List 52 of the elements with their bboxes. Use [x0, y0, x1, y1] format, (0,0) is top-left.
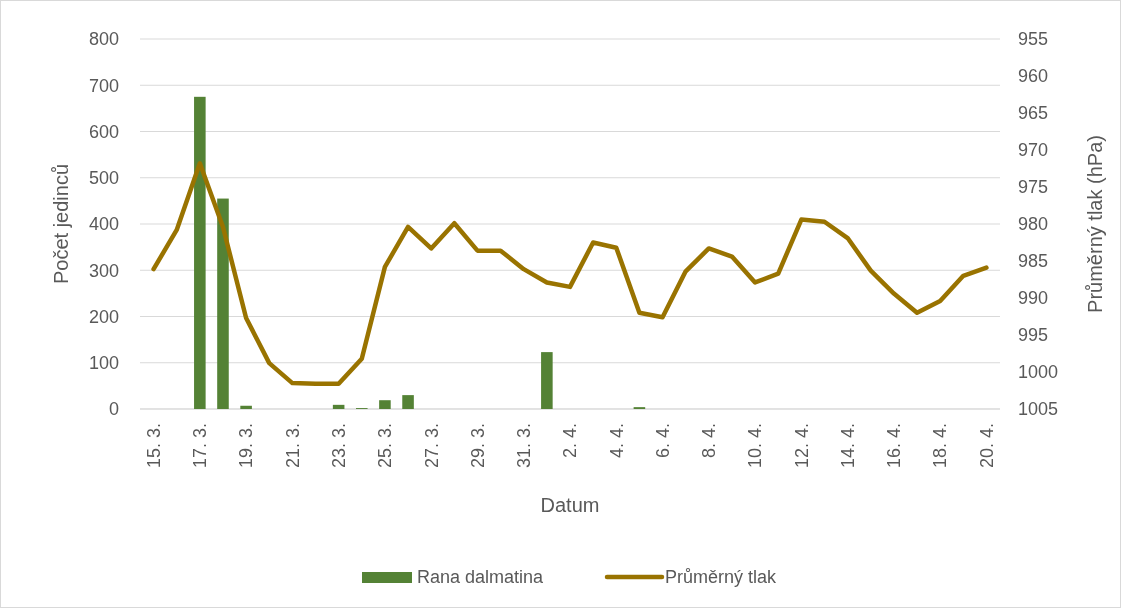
y2-tick-label: 985 — [1018, 251, 1049, 272]
y2-tick-label: 1000 — [1018, 362, 1059, 383]
x-tick-label: 16. 4. — [884, 423, 905, 469]
legend-label: Rana dalmatina — [417, 567, 545, 588]
x-tick-label: 6. 4. — [652, 423, 673, 459]
x-tick-label: 10. 4. — [745, 423, 766, 469]
x-tick-label: 18. 4. — [930, 423, 951, 469]
bar — [379, 400, 391, 409]
y2-tick-label: 1005 — [1018, 399, 1059, 420]
x-tick-label: 4. 4. — [606, 423, 627, 459]
line-series — [151, 161, 989, 387]
legend-label: Průměrný tlak — [665, 567, 778, 588]
bar — [240, 405, 252, 409]
y2-tick-label: 960 — [1018, 66, 1049, 87]
x-tick-label: 15. 3. — [143, 423, 164, 469]
x-tick-label: 23. 3. — [328, 423, 349, 469]
bar — [217, 198, 229, 409]
bar — [541, 352, 553, 409]
x-tick-label: 12. 4. — [791, 423, 812, 469]
y2-tick-label: 995 — [1018, 325, 1049, 346]
x-axis-title: Datum — [540, 494, 600, 516]
bar — [194, 96, 206, 409]
bar — [402, 395, 414, 409]
y-tick-label: 300 — [88, 260, 119, 281]
x-tick-label: 8. 4. — [699, 423, 720, 459]
x-tick-label: 17. 3. — [190, 423, 211, 469]
y2-tick-label: 970 — [1018, 140, 1049, 161]
bar — [332, 404, 345, 409]
x-tick-label: 31. 3. — [514, 423, 535, 469]
y-tick-label: 700 — [88, 75, 119, 96]
x-tick-label: 29. 3. — [467, 423, 488, 469]
y2-tick-label: 955 — [1018, 29, 1049, 50]
y2-tick-label: 975 — [1018, 177, 1049, 198]
y2-tick-label: 965 — [1018, 103, 1049, 124]
y2-tick-label: 990 — [1018, 288, 1049, 309]
x-tick-label: 2. 4. — [560, 423, 581, 459]
x-tick-label: 25. 3. — [375, 423, 396, 469]
y-tick-label: 600 — [88, 121, 119, 142]
x-tick-label: 27. 3. — [421, 423, 442, 469]
y-axis-title: Počet jedinců — [50, 163, 72, 285]
y-tick-label: 500 — [88, 168, 119, 189]
y-tick-label: 0 — [108, 399, 119, 420]
y-tick-label: 100 — [88, 353, 119, 374]
y-tick-label: 200 — [88, 306, 119, 327]
x-tick-label: 14. 4. — [837, 423, 858, 469]
x-tick-label: 20. 4. — [976, 423, 997, 469]
x-tick-label: 21. 3. — [282, 423, 303, 469]
x-tick-label: 19. 3. — [236, 423, 257, 469]
y-tick-label: 800 — [88, 29, 119, 50]
y-tick-label: 400 — [88, 214, 119, 235]
y2-axis-title: Průměrný tlak (hPa) — [1084, 135, 1106, 313]
y2-tick-label: 980 — [1018, 214, 1049, 235]
